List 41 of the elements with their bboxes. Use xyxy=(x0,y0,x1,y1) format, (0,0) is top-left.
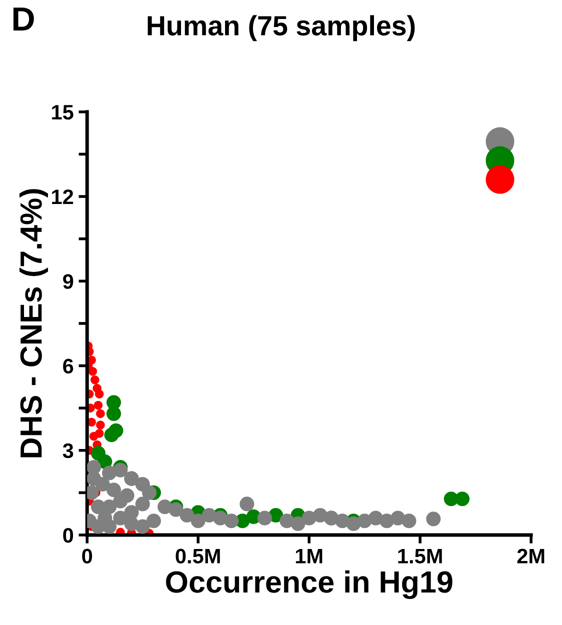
point xyxy=(106,482,122,498)
point xyxy=(146,514,161,528)
y-tick-label: 9 xyxy=(63,274,74,289)
y-tick-label: 12 xyxy=(52,190,74,204)
point xyxy=(180,508,194,523)
point xyxy=(190,514,206,528)
y-axis-title: DHS - CNEs (7.4%) xyxy=(19,189,48,458)
point xyxy=(142,485,157,500)
x-tick-label: 0 xyxy=(82,548,92,564)
point xyxy=(120,488,134,503)
point xyxy=(290,516,306,531)
point xyxy=(113,510,128,526)
y-tick-label: 3 xyxy=(62,443,74,458)
point xyxy=(87,471,102,486)
chart-title: Human (75 samples) xyxy=(148,15,415,42)
x-tick-label: 1M xyxy=(296,548,322,564)
point xyxy=(257,510,272,526)
text: D xyxy=(13,8,34,30)
point xyxy=(426,512,441,526)
point xyxy=(88,367,98,376)
point xyxy=(135,496,150,512)
point xyxy=(402,514,416,528)
point xyxy=(89,432,98,441)
x-tick-label: 1.5M xyxy=(398,548,442,564)
point xyxy=(94,390,104,398)
x-tick-label: 0.5M xyxy=(176,548,220,564)
x-axis-title: Occurrence in Hg19 xyxy=(166,570,452,600)
point xyxy=(94,400,103,410)
point xyxy=(96,409,105,418)
point xyxy=(224,514,239,528)
y-tick-label: 6 xyxy=(63,358,74,374)
point xyxy=(240,496,254,512)
x-tick-label: 2M xyxy=(517,548,544,564)
point xyxy=(90,375,100,384)
point xyxy=(96,420,105,430)
y-tick-label: 15 xyxy=(52,105,74,120)
point xyxy=(454,492,470,506)
y-tick-label: 0 xyxy=(63,528,74,543)
point xyxy=(135,519,150,534)
point xyxy=(106,406,122,421)
point xyxy=(104,428,119,442)
